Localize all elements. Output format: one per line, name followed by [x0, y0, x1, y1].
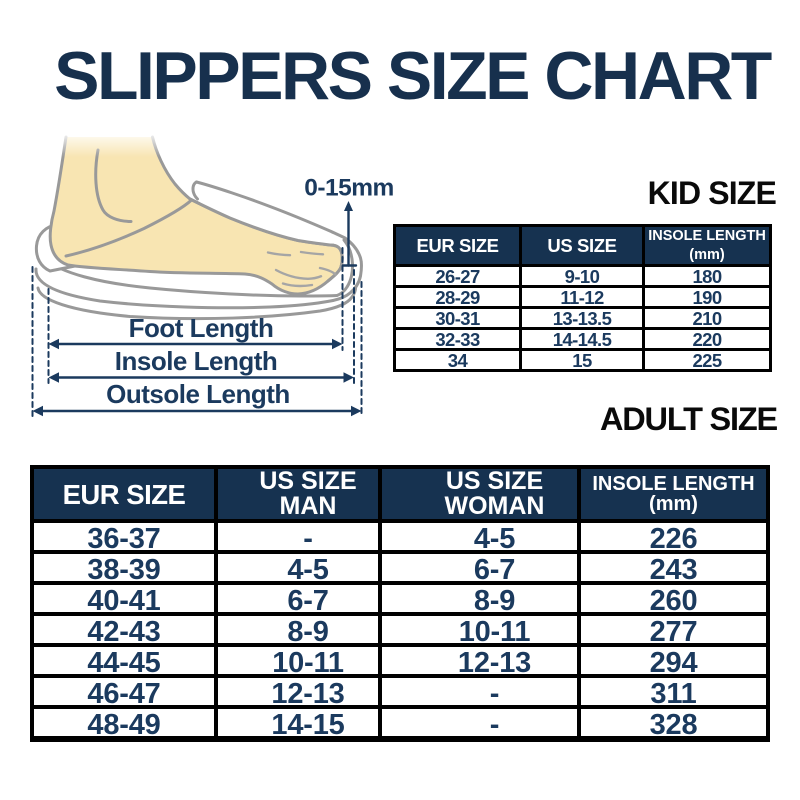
svg-text:Foot Length: Foot Length — [129, 313, 274, 343]
svg-text:0-15mm: 0-15mm — [304, 175, 394, 202]
svg-text:Outsole Length: Outsole Length — [106, 379, 290, 409]
svg-text:Insole Length: Insole Length — [115, 346, 278, 376]
